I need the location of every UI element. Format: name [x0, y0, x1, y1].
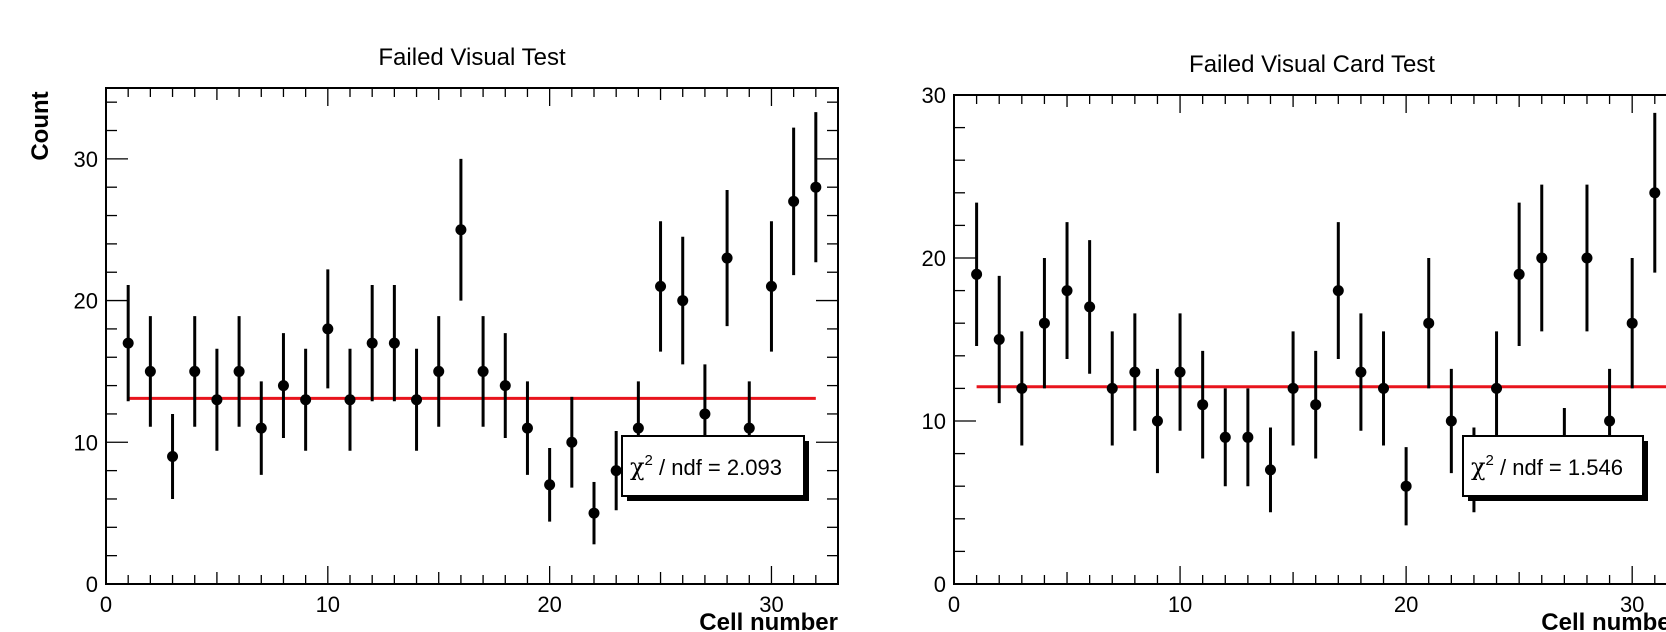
data-point [144, 365, 156, 377]
data-point [1400, 480, 1412, 492]
data-point [544, 479, 556, 491]
data-point [1038, 317, 1050, 329]
chart-title: Failed Visual Card Test [1189, 51, 1435, 78]
x-tick-label: 20 [537, 592, 561, 617]
data-point [1649, 187, 1661, 199]
chart-panel-failed-visual-card-test: Failed Visual Card Test Cell number 0 10 2… [922, 51, 1666, 632]
data-point [1445, 415, 1457, 427]
y-tick-label: 20 [74, 289, 98, 314]
data-point [255, 422, 267, 434]
data-point [588, 507, 600, 519]
data-point [122, 337, 134, 349]
stats-label: χ2 / ndf = 1.546 [1471, 452, 1623, 481]
data-point [1332, 285, 1344, 297]
data-point [655, 280, 667, 292]
data-point [971, 268, 983, 280]
data-point [1242, 431, 1254, 443]
data-point [211, 394, 223, 406]
x-tick-label: 10 [1168, 592, 1192, 617]
data-point [743, 422, 755, 434]
data-point [477, 365, 489, 377]
plot-frame [953, 94, 1666, 585]
y-tick-label: 0 [934, 572, 946, 597]
data-point [1197, 399, 1209, 411]
data-point [632, 422, 644, 434]
chart-panel-failed-visual-test: Failed Visual Test Count Cell number 0 10… [27, 44, 839, 632]
data-point [433, 365, 445, 377]
data-point [300, 394, 312, 406]
data-point [1581, 252, 1593, 264]
data-point [1264, 464, 1276, 476]
data-point [1151, 415, 1163, 427]
data-point [721, 252, 733, 264]
data-point [1378, 382, 1390, 394]
data-point [1310, 399, 1322, 411]
data-point [699, 408, 711, 420]
data-point [765, 280, 777, 292]
data-point [1491, 382, 1503, 394]
data-point [1174, 366, 1186, 378]
data-point [521, 422, 533, 434]
data-point [1536, 252, 1548, 264]
x-axis-label: Cell number [699, 609, 838, 632]
data-point [1626, 317, 1638, 329]
data-point [566, 436, 578, 448]
data-point [388, 337, 400, 349]
stats-box [621, 435, 805, 497]
y-tick-label: 10 [922, 409, 946, 434]
data-point [411, 394, 423, 406]
data-point [1219, 431, 1231, 443]
x-tick-label: 10 [316, 592, 340, 617]
plot-frame [105, 87, 839, 585]
data-point [189, 365, 201, 377]
data-point [322, 323, 334, 335]
y-tick-label: 30 [922, 83, 946, 108]
data-point [1513, 268, 1525, 280]
y-tick-label: 0 [86, 572, 98, 597]
data-point [1423, 317, 1435, 329]
x-tick-label: 20 [1394, 592, 1418, 617]
data-point [810, 181, 822, 193]
data-point [1084, 301, 1096, 313]
data-point [677, 295, 689, 307]
y-tick-label: 20 [922, 246, 946, 271]
data-point [233, 365, 245, 377]
y-axis-label: Count [27, 91, 54, 160]
stats-label: χ2 / ndf = 2.093 [630, 452, 782, 481]
data-point [366, 337, 378, 349]
stats-box [1462, 435, 1644, 497]
y-tick-label: 10 [74, 430, 98, 455]
data-point [344, 394, 356, 406]
x-axis-label: Cell number [1541, 609, 1666, 632]
data-point [167, 450, 179, 462]
x-tick-label: 0 [948, 592, 960, 617]
data-point [499, 380, 511, 392]
data-point [1061, 285, 1073, 297]
data-point [1129, 366, 1141, 378]
chart-title: Failed Visual Test [378, 44, 566, 71]
data-point [1604, 415, 1616, 427]
data-point [610, 465, 622, 477]
data-point [1287, 382, 1299, 394]
x-tick-label: 30 [1620, 592, 1644, 617]
data-point [1355, 366, 1367, 378]
data-point [1016, 382, 1028, 394]
data-point [788, 195, 800, 207]
data-point [993, 334, 1005, 345]
data-point [277, 380, 289, 392]
y-tick-label: 30 [74, 147, 98, 172]
data-point [1106, 382, 1118, 394]
data-point [455, 224, 467, 236]
x-tick-label: 0 [100, 592, 112, 617]
x-tick-label: 30 [759, 592, 783, 617]
